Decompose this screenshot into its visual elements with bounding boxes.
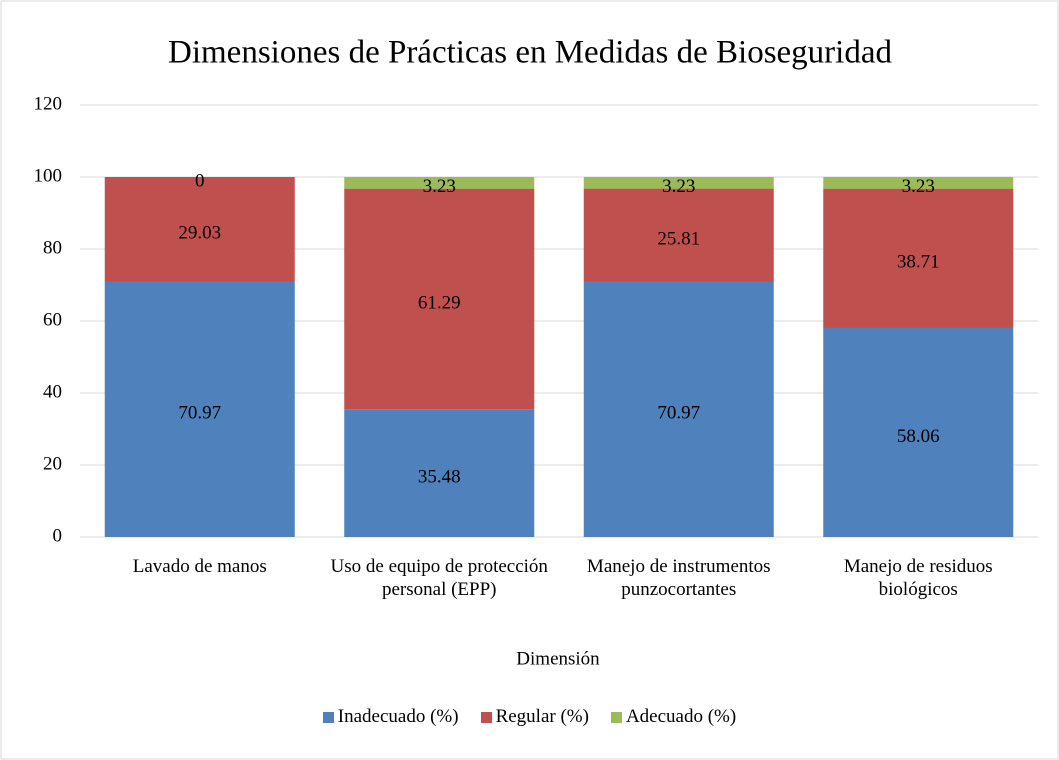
chart-title: Dimensiones de Prácticas en Medidas de B… — [168, 35, 892, 71]
data-label: 58.06 — [897, 426, 940, 447]
y-tick-label: 80 — [43, 237, 62, 258]
y-tick-label: 20 — [43, 453, 62, 474]
legend-label: Adecuado (%) — [625, 706, 737, 727]
y-tick-label: 100 — [34, 165, 63, 186]
y-tick-label: 0 — [53, 525, 63, 546]
x-tick-label: Lavado de manos — [132, 556, 267, 577]
bar-segment — [344, 409, 535, 537]
data-label: 25.81 — [657, 228, 700, 249]
y-tick-label: 40 — [43, 381, 62, 402]
legend-item: Inadecuado (%) — [322, 706, 459, 728]
y-tick-label: 120 — [34, 93, 63, 114]
x-tick-label: Uso de equipo de protección personal (EP… — [330, 556, 548, 600]
data-label: 29.03 — [178, 223, 221, 244]
data-label: 61.29 — [418, 292, 461, 313]
legend-swatch — [610, 711, 622, 723]
bar-segment — [104, 177, 295, 282]
bar-segment — [583, 188, 774, 282]
data-label: 0 — [195, 170, 205, 191]
legend-item: Adecuado (%) — [610, 706, 737, 728]
legend-swatch — [480, 711, 492, 723]
data-label: 3.23 — [423, 176, 456, 197]
legend-swatch — [322, 711, 334, 723]
data-label: 38.71 — [897, 252, 940, 273]
data-label: 70.97 — [178, 403, 221, 424]
data-label: 70.97 — [657, 403, 700, 424]
x-tick-label: Manejo de instrumentos punzocortantes — [586, 556, 771, 600]
bar-segment — [823, 188, 1014, 328]
x-axis-title: Dimensión — [516, 648, 600, 669]
x-tick-label: Manejo de residuos biológicos — [843, 556, 993, 600]
data-label: 3.23 — [902, 176, 935, 197]
bar-segment — [583, 281, 774, 537]
legend: Inadecuado (%) Regular (%) Adecuado (%) — [0, 706, 1059, 728]
data-label: 35.48 — [418, 466, 461, 487]
bar-segment — [104, 281, 295, 537]
legend-item: Regular (%) — [480, 706, 589, 728]
y-tick-label: 60 — [43, 309, 62, 330]
bar-segment — [344, 177, 535, 189]
legend-label: Regular (%) — [495, 706, 589, 727]
bar-segment — [344, 188, 535, 410]
bar-segment — [823, 327, 1014, 537]
data-label: 3.23 — [662, 176, 695, 197]
legend-label: Inadecuado (%) — [337, 706, 459, 727]
bar-segment — [823, 177, 1014, 189]
bar-segment — [583, 176, 774, 189]
